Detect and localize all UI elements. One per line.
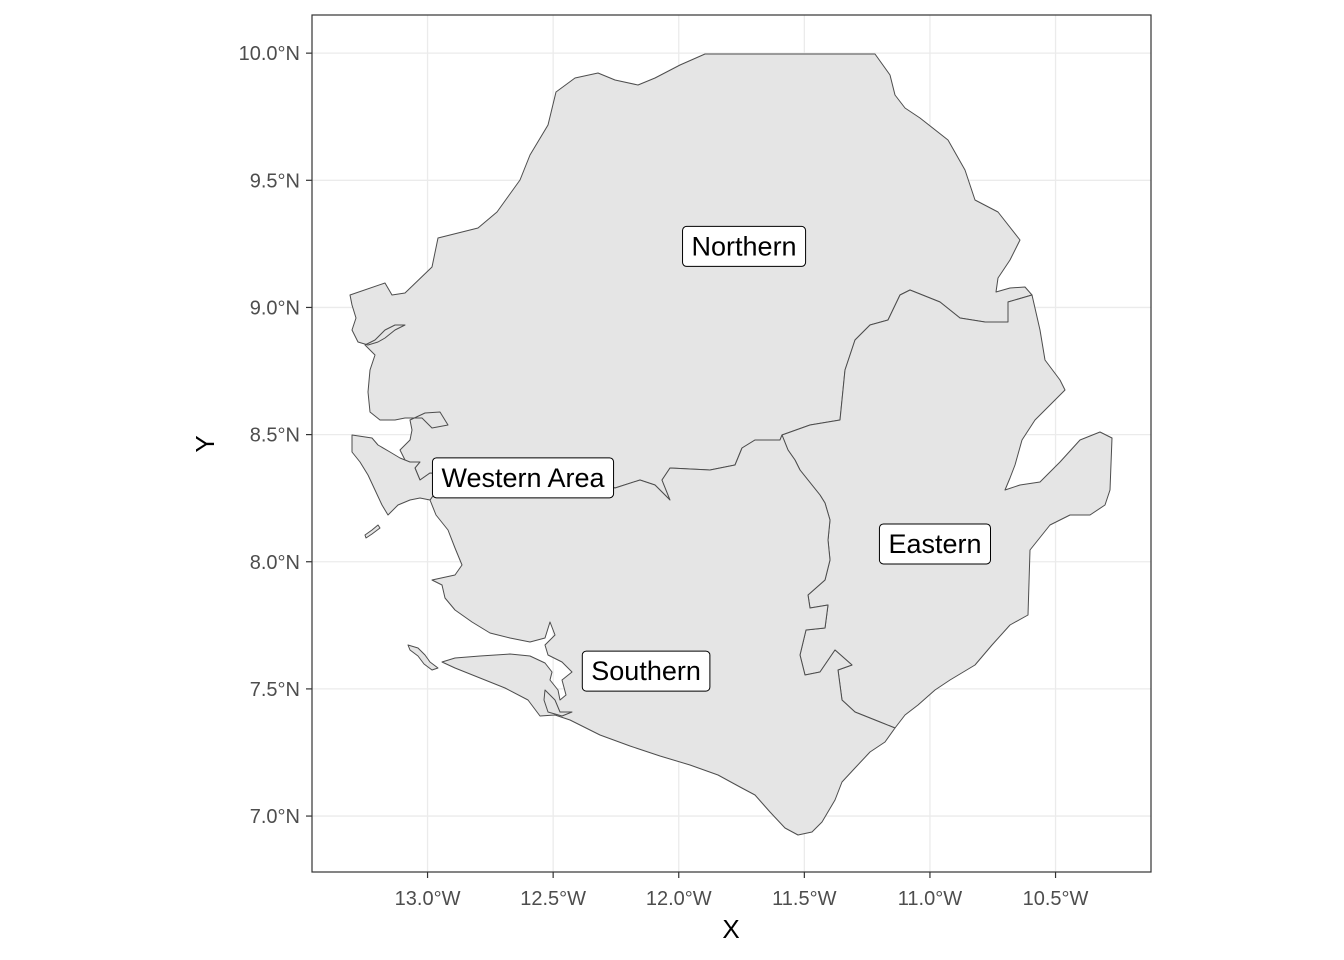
y-axis-title: Y [190, 435, 220, 452]
region-label-box [581, 650, 711, 692]
region-label-northern: Northern [682, 225, 807, 267]
map-land [349, 53, 1113, 836]
region-label-text: Eastern [888, 529, 981, 559]
region-label-box [431, 457, 615, 499]
region-label-eastern: Eastern [878, 523, 992, 565]
x-tick-label: 10.5°W [1023, 888, 1089, 910]
y-tick-label: 10.0°N [239, 43, 300, 65]
region-label-southern: Southern [581, 650, 711, 692]
region-label-box [878, 523, 992, 565]
x-tick-label: 12.0°W [646, 888, 712, 910]
y-tick-label: 9.5°N [250, 170, 300, 192]
region-label-western-area: Western Area [431, 457, 615, 499]
y-tick-label: 7.5°N [250, 679, 300, 701]
region-southern-shape [429, 434, 896, 836]
x-tick-label: 11.5°W [772, 888, 836, 910]
region-label-text: Northern [692, 231, 797, 261]
region-label-box [682, 225, 807, 267]
island-banana [364, 524, 381, 539]
x-axis-title: X [722, 914, 739, 944]
y-axis: 10.0°N 9.5°N 9.0°N 8.5°N 8.0°N 7.5°N 7.0°N [239, 43, 312, 828]
island-delta [543, 689, 573, 717]
x-tick-label: 12.5°W [520, 888, 586, 910]
plot-panel-border [311, 14, 1152, 873]
region-labels: Northern Western Area Eastern Southern [431, 225, 992, 692]
y-tick-label: 7.0°N [250, 806, 300, 828]
x-tick-label: 13.0°W [395, 888, 461, 910]
x-axis: 13.0°W 12.5°W 12.0°W 11.5°W 11.0°W 10.5°W [395, 872, 1089, 910]
region-label-text: Western Area [441, 463, 605, 493]
x-tick-label: 11.0°W [898, 888, 962, 910]
island-sherbro-west [407, 644, 439, 671]
y-tick-label: 8.5°N [250, 425, 300, 447]
y-tick-label: 9.0°N [250, 297, 300, 319]
region-label-text: Southern [591, 656, 701, 686]
y-tick-label: 8.0°N [250, 552, 300, 574]
